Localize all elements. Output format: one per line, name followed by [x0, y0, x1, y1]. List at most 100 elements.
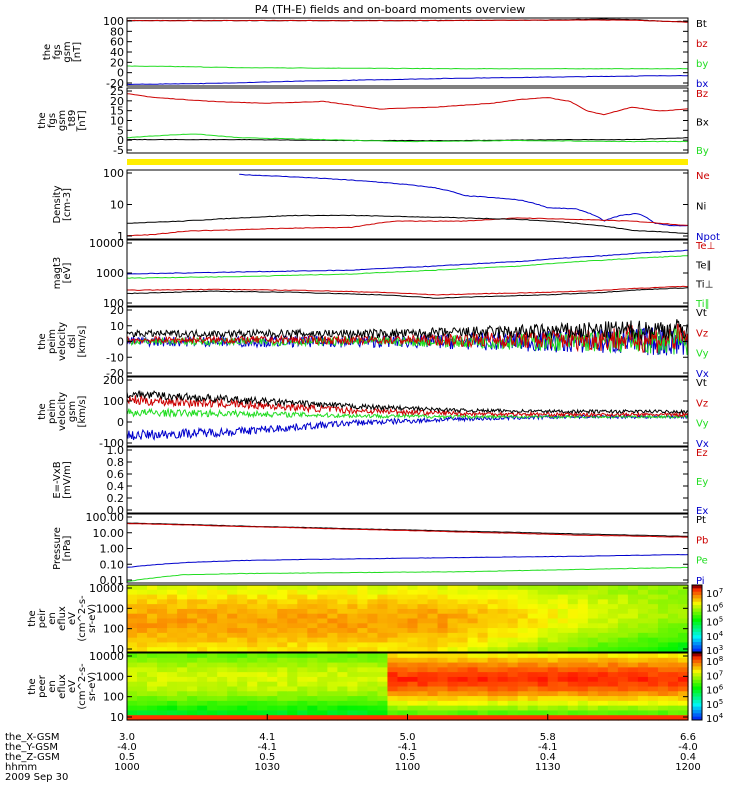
- heatmap-cell: [667, 594, 679, 600]
- legend-bt: Bt: [696, 19, 707, 30]
- heatmap-cell: [437, 637, 449, 644]
- heatmap-cell: [157, 594, 168, 600]
- heatmap-cell: [567, 681, 579, 688]
- heatmap-cell: [157, 696, 168, 702]
- heatmap-cell: [437, 691, 449, 697]
- heatmap-cell: [287, 715, 298, 721]
- heatmap-cell: [477, 599, 489, 605]
- heatmap-cell: [417, 604, 429, 610]
- colorbar-swatch: [692, 666, 702, 671]
- heatmap-cell: [217, 585, 228, 591]
- colorbar-swatch: [692, 653, 702, 657]
- heatmap-cell: [657, 676, 669, 683]
- heatmap-cell: [627, 623, 639, 629]
- heatmap-cell: [327, 681, 338, 688]
- heatmap-cell: [297, 623, 308, 629]
- heatmap-cell: [617, 700, 629, 707]
- x-tick-label: 1000: [114, 762, 139, 773]
- heatmap-cell: [637, 672, 649, 678]
- series-te∥: [127, 287, 689, 299]
- heatmap-cell: [457, 637, 469, 644]
- series-bx: [126, 74, 689, 86]
- heatmap-cell: [207, 700, 218, 707]
- heatmap-cell: [637, 594, 649, 600]
- heatmap-cell: [537, 604, 549, 610]
- heatmap-cell: [187, 657, 198, 664]
- heatmap-cell: [607, 691, 619, 697]
- heatmap-cell: [127, 691, 138, 697]
- heatmap-cell: [517, 696, 529, 702]
- heatmap-cell: [227, 594, 238, 600]
- heatmap-cell: [297, 589, 308, 596]
- legend-ex: Ex: [696, 506, 708, 517]
- heatmap-cell: [357, 642, 369, 648]
- heatmap-cell: [427, 676, 439, 683]
- heatmap-cell: [647, 672, 659, 678]
- heatmap-cell: [287, 667, 298, 673]
- heatmap-cell: [647, 705, 659, 712]
- heatmap-cell: [447, 589, 459, 596]
- heatmap-cell: [577, 599, 589, 605]
- heatmap-cell: [287, 642, 298, 648]
- heatmap-cell: [227, 642, 238, 648]
- heatmap-cell: [517, 700, 529, 707]
- heatmap-cell: [307, 686, 318, 692]
- heatmap-cell: [177, 667, 188, 673]
- heatmap-cell: [657, 691, 669, 697]
- heatmap-cell: [177, 710, 188, 716]
- heatmap-cell: [507, 657, 519, 664]
- heatmap-cell: [427, 681, 439, 688]
- heatmap-cell: [657, 715, 669, 721]
- heatmap-cell: [377, 618, 389, 624]
- heatmap-cell: [627, 672, 639, 678]
- heatmap-cell: [477, 613, 489, 620]
- heatmap-cell: [127, 585, 138, 591]
- heatmap-cell: [527, 647, 539, 653]
- y-tick-label: 1.0: [107, 444, 125, 457]
- heatmap-cell: [557, 608, 569, 615]
- heatmap-cell: [647, 608, 659, 615]
- heatmap-cell: [277, 696, 288, 702]
- heatmap-cell: [187, 632, 198, 639]
- heatmap-cell: [517, 613, 529, 620]
- y-tick-label: 100.00: [86, 511, 125, 524]
- heatmap-cell: [437, 710, 449, 716]
- heatmap-cell: [317, 642, 328, 648]
- series-vx: [126, 413, 689, 441]
- heatmap-cell: [137, 657, 148, 664]
- heatmap-cell: [437, 628, 449, 634]
- heatmap-cell: [637, 647, 649, 653]
- heatmap-cell: [287, 657, 298, 664]
- heatmap-cell: [467, 681, 479, 688]
- heatmap-cell: [617, 653, 629, 659]
- heatmap-cell: [317, 618, 328, 624]
- heatmap-cell: [507, 628, 519, 634]
- heatmap-cell: [277, 585, 288, 591]
- colorbar-label: 105: [706, 616, 723, 629]
- heatmap-cell: [577, 585, 589, 591]
- heatmap-cell: [137, 608, 148, 615]
- heatmap-cell: [477, 667, 489, 673]
- heatmap-cell: [287, 676, 298, 683]
- heatmap-cell: [527, 667, 539, 673]
- heatmap-cell: [257, 696, 268, 702]
- heatmap-cell: [647, 691, 659, 697]
- heatmap-cell: [557, 710, 569, 716]
- heatmap-cell: [617, 585, 629, 591]
- heatmap-cell: [187, 613, 198, 620]
- y-tick-label: 1000: [96, 267, 124, 280]
- heatmap-cell: [397, 599, 409, 605]
- heatmap-cell: [607, 700, 619, 707]
- heatmap-cell: [497, 676, 509, 683]
- heatmap-cell: [597, 637, 609, 644]
- heatmap-cell: [267, 628, 278, 634]
- heatmap-cell: [287, 585, 298, 591]
- heatmap-cell: [367, 696, 379, 702]
- heatmap-cell: [267, 705, 278, 712]
- heatmap-cell: [227, 608, 238, 615]
- heatmap-cell: [417, 657, 429, 664]
- heatmap-cell: [277, 599, 288, 605]
- heatmap-cell: [297, 696, 308, 702]
- heatmap-cell: [537, 696, 549, 702]
- heatmap-cell: [137, 604, 148, 610]
